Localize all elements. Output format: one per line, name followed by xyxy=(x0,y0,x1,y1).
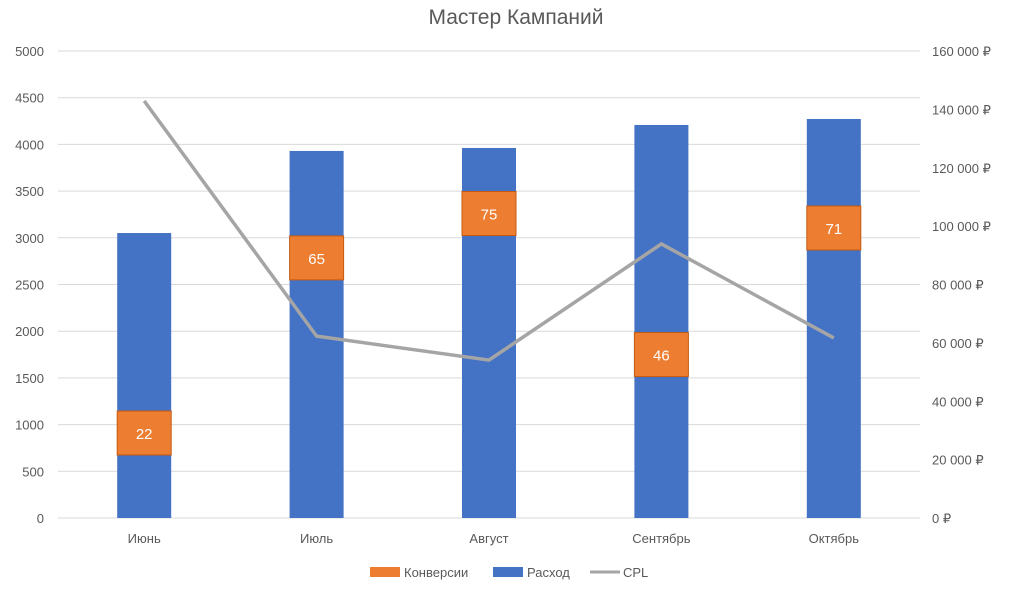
x-tick-label: Октябрь xyxy=(809,531,860,546)
x-tick-label: Август xyxy=(469,531,508,546)
y-right-tick-label: 0 ₽ xyxy=(932,511,951,526)
cpl-line xyxy=(142,99,835,362)
conversion-label: 22 xyxy=(136,426,153,443)
y-left-tick-label: 4000 xyxy=(15,137,44,152)
conversion-box xyxy=(289,235,345,281)
bar-rashod xyxy=(117,233,172,518)
y-left-tick-label: 500 xyxy=(22,464,44,479)
y-right-tick-label: 120 000 ₽ xyxy=(932,161,991,176)
conversion-box xyxy=(633,332,689,378)
legend-label-cpl: CPL xyxy=(623,565,648,580)
conversion-label: 75 xyxy=(481,207,498,224)
legend-label-conversions: Конверсии xyxy=(404,565,468,580)
legend-swatch-rashod xyxy=(493,567,523,577)
y-left-tick-label: 3500 xyxy=(15,184,44,199)
y-left-tick-label: 4500 xyxy=(15,91,44,106)
y-right-tick-label: 60 000 ₽ xyxy=(932,336,984,351)
y-left-tick-label: 1500 xyxy=(15,371,44,386)
conversion-box xyxy=(116,410,172,456)
x-tick-label: Июль xyxy=(300,531,333,546)
conversion-label: 71 xyxy=(825,221,842,238)
y-right-tick-label: 160 000 ₽ xyxy=(932,44,991,59)
y-left-tick-label: 0 xyxy=(37,511,44,526)
x-tick-label: Сентябрь xyxy=(632,531,690,546)
y-left-tick-label: 2000 xyxy=(15,324,44,339)
y-right-tick-label: 80 000 ₽ xyxy=(932,278,984,293)
y-left-tick-label: 3000 xyxy=(15,231,44,246)
y-left-tick-label: 5000 xyxy=(15,44,44,59)
conversion-label: 46 xyxy=(653,348,670,365)
x-tick-label: Июнь xyxy=(128,531,161,546)
conversion-box xyxy=(806,205,862,251)
bar-rashod xyxy=(806,118,861,518)
conversion-box xyxy=(461,191,517,237)
y-left-tick-label: 1000 xyxy=(15,418,44,433)
legend-swatch-conversions xyxy=(370,567,400,577)
y-right-tick-label: 100 000 ₽ xyxy=(932,219,991,234)
conversion-label: 65 xyxy=(308,251,325,268)
y-right-tick-label: 40 000 ₽ xyxy=(932,394,984,409)
y-left-tick-label: 2500 xyxy=(15,278,44,293)
bar-rashod xyxy=(634,124,689,518)
chart-title: Мастер Кампаний xyxy=(429,6,604,29)
y-right-tick-label: 140 000 ₽ xyxy=(932,102,991,117)
legend-label-rashod: Расход xyxy=(527,565,570,580)
y-right-tick-label: 20 000 ₽ xyxy=(932,453,984,468)
